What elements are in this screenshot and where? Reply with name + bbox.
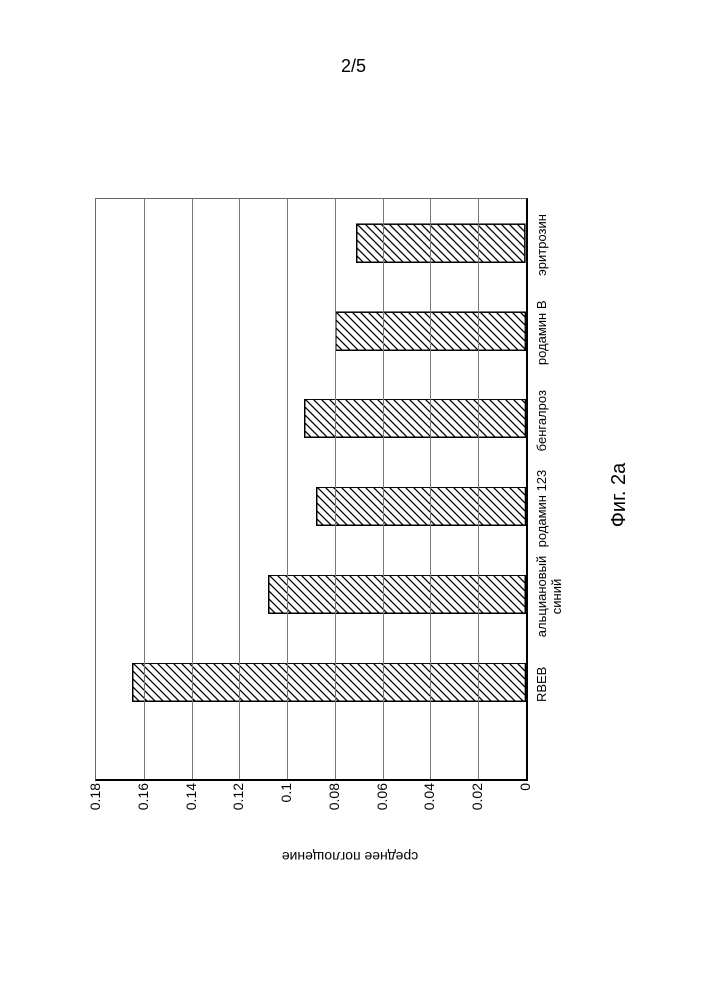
y-tick-label: 0.1 — [278, 783, 294, 843]
grid-line — [430, 199, 431, 779]
grid-line — [192, 199, 193, 779]
y-tick-label: 0.02 — [469, 783, 485, 843]
y-axis-title: среднее поглощение — [282, 849, 418, 865]
x-label: родамин В — [535, 301, 550, 366]
bars-layer — [96, 199, 526, 779]
grid-line — [335, 199, 336, 779]
rotated-figure-stage: среднее поглощение 00.020.040.060.080.10… — [0, 185, 707, 805]
x-label: бенгалроз — [535, 390, 550, 451]
bar — [316, 487, 526, 527]
y-tick-label: 0.04 — [421, 783, 437, 843]
x-label: эритрозин — [535, 214, 550, 276]
grid-line — [478, 199, 479, 779]
grid-line — [144, 199, 145, 779]
grid-line — [287, 199, 288, 779]
bar — [304, 399, 526, 439]
x-label: родамин 123 — [535, 470, 550, 548]
y-tick-label: 0.18 — [87, 783, 103, 843]
y-tick-label: 0.12 — [230, 783, 246, 843]
y-tick-label: 0.16 — [135, 783, 151, 843]
y-tick-label: 0.06 — [374, 783, 390, 843]
x-label: RBEB — [535, 667, 550, 702]
y-tick-label: 0.14 — [183, 783, 199, 843]
plot-area — [95, 198, 528, 781]
x-label: альциановый синий — [535, 556, 565, 637]
figure-caption: Фиг. 2a — [608, 463, 631, 528]
grid-line — [239, 199, 240, 779]
page-number: 2/5 — [0, 56, 707, 77]
y-tick-label: 0.08 — [326, 783, 342, 843]
grid-line — [383, 199, 384, 779]
bar — [268, 575, 526, 615]
y-tick-label: 0 — [517, 783, 533, 843]
bar-chart: среднее поглощение 00.020.040.060.080.10… — [75, 145, 625, 845]
x-labels: RBEB альциановый синий родамин 123 бенгалро… — [529, 201, 619, 781]
